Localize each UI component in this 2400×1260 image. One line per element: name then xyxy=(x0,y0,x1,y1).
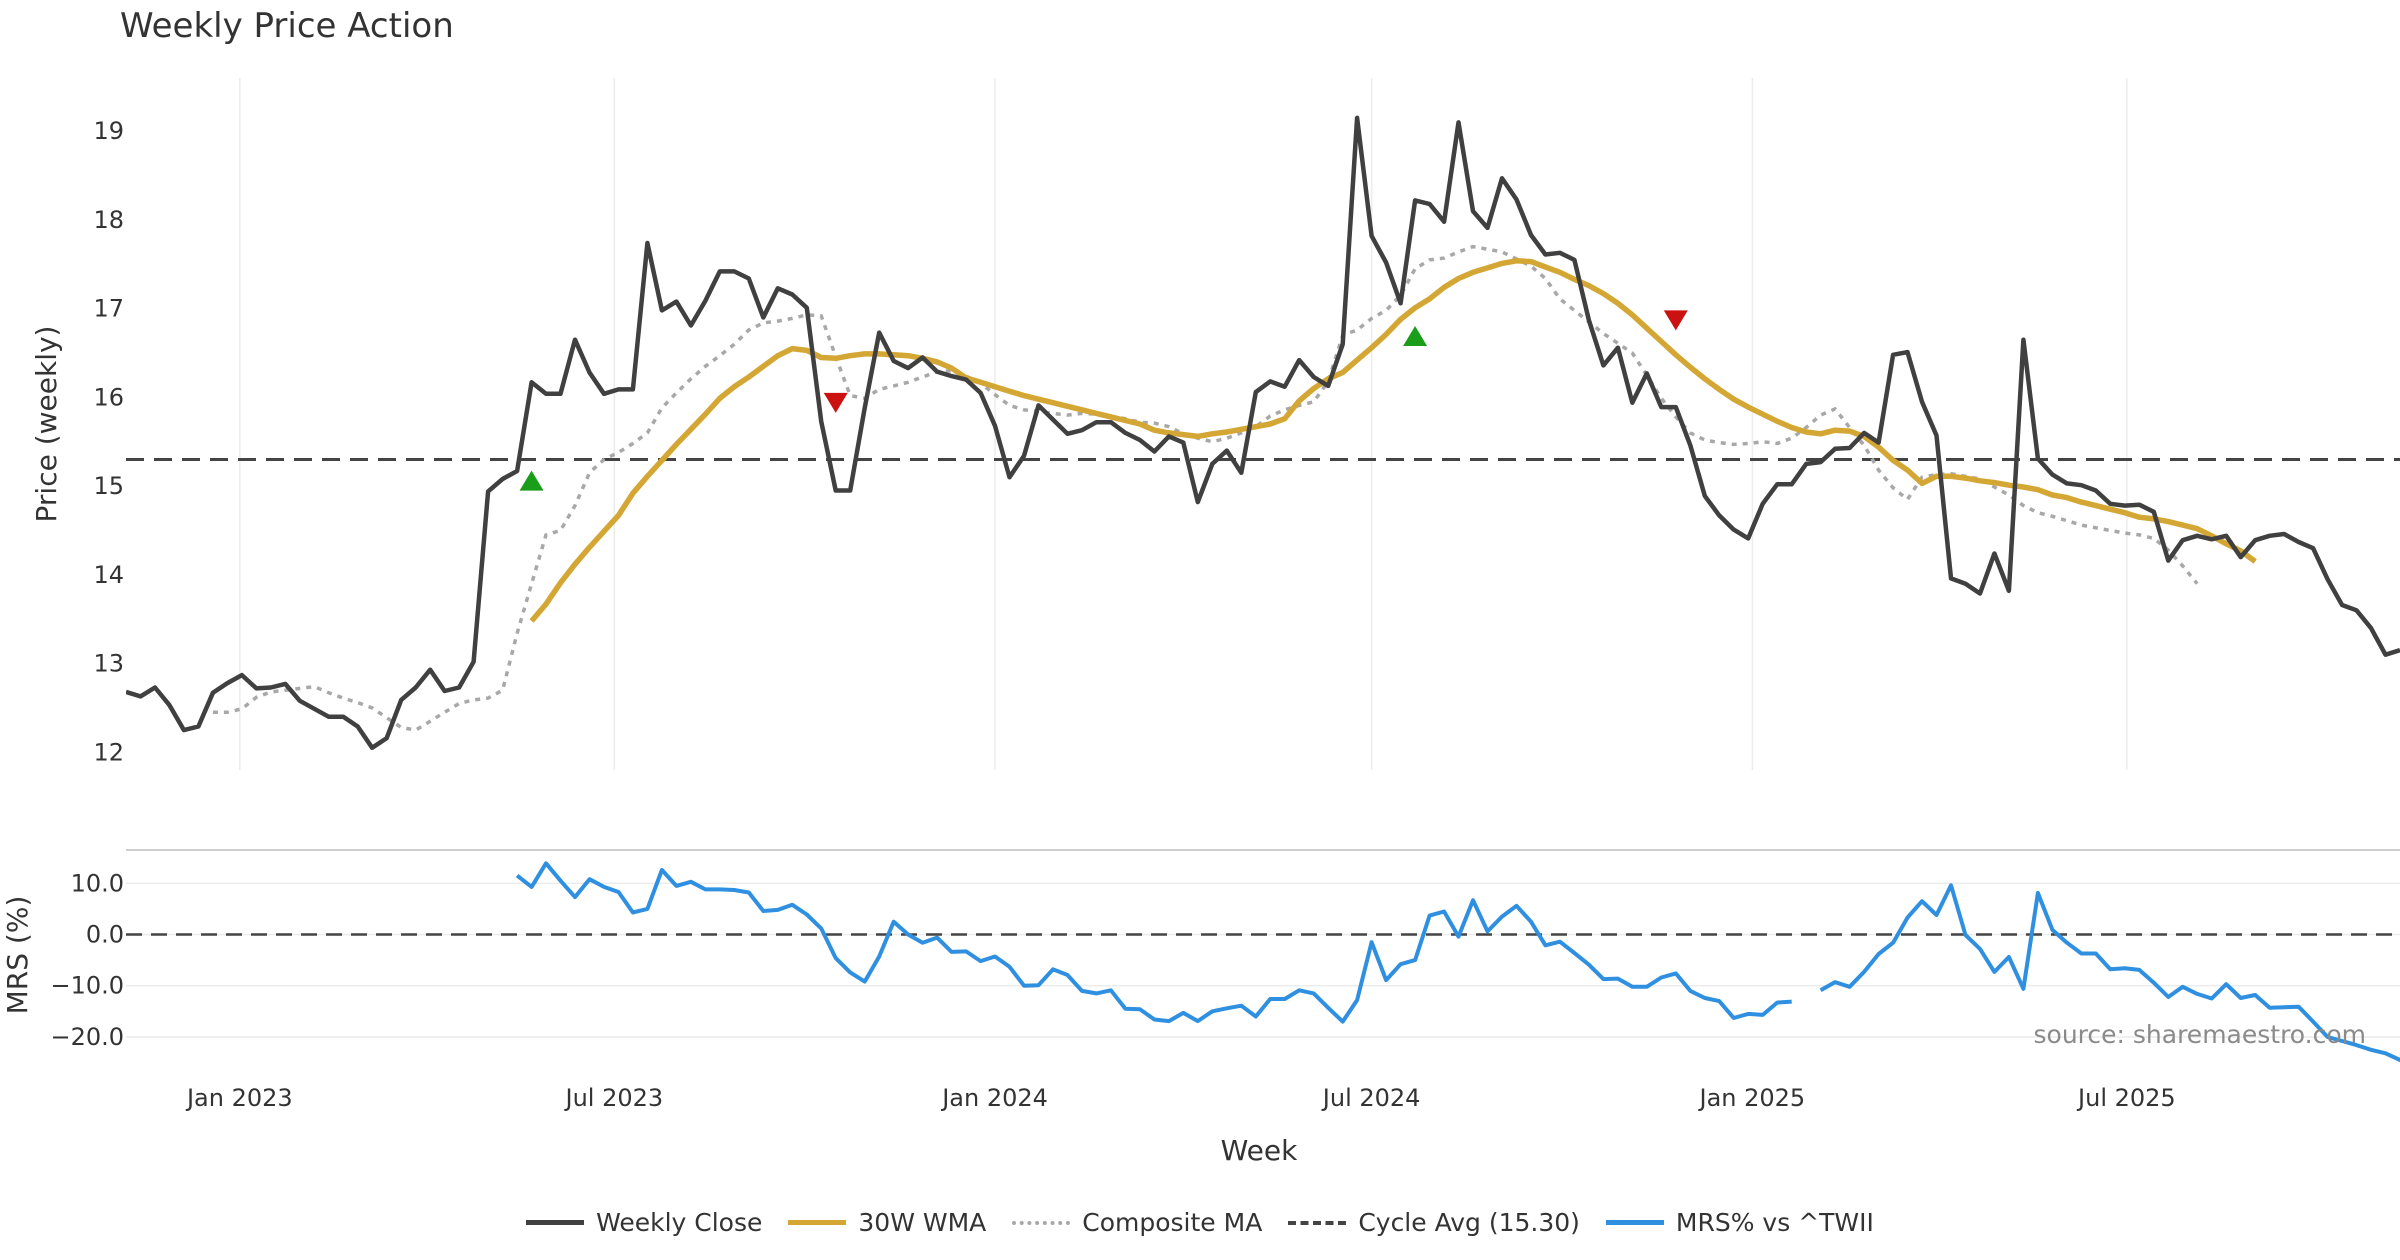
mrs-tick-label: 0.0 xyxy=(86,921,124,949)
y-tick-label: 13 xyxy=(93,650,124,678)
x-tick-label: Jul 2023 xyxy=(563,1084,663,1112)
legend-item-mrs[interactable]: MRS% vs ^TWII xyxy=(1605,1208,1874,1237)
legend-item-weekly-close[interactable]: Weekly Close xyxy=(526,1208,762,1237)
sell-signal-marker xyxy=(1663,310,1688,331)
mrs-axis-label: MRS (%) xyxy=(1,896,34,1015)
y-tick-label: 18 xyxy=(93,206,124,234)
legend-item-cycle-avg[interactable]: Cycle Avg (15.30) xyxy=(1288,1208,1580,1237)
y-tick-label: 17 xyxy=(93,295,124,323)
legend-label-mrs: MRS% vs ^TWII xyxy=(1675,1208,1874,1237)
x-axis-label: Week xyxy=(1221,1134,1298,1167)
legend-label-composite-ma: Composite MA xyxy=(1082,1208,1263,1237)
legend: Weekly Close 30W WMA Composite MA Cycle … xyxy=(0,1208,2400,1237)
source-note: source: sharemaestro.com xyxy=(2033,1020,2367,1049)
y-tick-label: 14 xyxy=(93,561,124,589)
mrs-tick-label: 10.0 xyxy=(71,869,124,897)
sell-signal-marker xyxy=(823,392,848,413)
buy-signal-marker xyxy=(519,470,544,491)
x-tick-label: Jan 2023 xyxy=(185,1084,293,1112)
legend-label-30w-wma: 30W WMA xyxy=(858,1208,987,1237)
y-tick-label: 12 xyxy=(93,738,124,766)
y-tick-label: 19 xyxy=(93,117,124,145)
legend-label-weekly-close: Weekly Close xyxy=(596,1208,763,1237)
chart-title: Weekly Price Action xyxy=(120,6,454,46)
legend-label-cycle-avg: Cycle Avg (15.30) xyxy=(1358,1208,1580,1237)
weekly-close-line xyxy=(126,115,2400,751)
legend-item-30w-wma[interactable]: 30W WMA xyxy=(788,1208,986,1237)
mrs-line xyxy=(515,861,2400,1062)
legend-swatch-cycle-avg xyxy=(1288,1220,1347,1225)
x-tick-label: Jul 2024 xyxy=(1321,1084,1421,1112)
x-tick-label: Jan 2025 xyxy=(1698,1084,1806,1112)
x-tick-label: Jul 2025 xyxy=(2076,1084,2176,1112)
mrs-tick-label: −20.0 xyxy=(50,1023,124,1051)
wma-line xyxy=(529,258,2257,623)
legend-swatch-weekly-close xyxy=(526,1220,585,1225)
composite-ma-line xyxy=(212,244,2199,732)
legend-swatch-30w-wma xyxy=(788,1220,847,1225)
y-tick-label: 16 xyxy=(93,383,124,411)
legend-item-composite-ma[interactable]: Composite MA xyxy=(1012,1208,1262,1237)
x-tick-label: Jan 2024 xyxy=(940,1084,1048,1112)
mrs-tick-label: −10.0 xyxy=(50,972,124,1000)
legend-swatch-composite-ma xyxy=(1012,1220,1071,1225)
legend-swatch-mrs xyxy=(1605,1220,1664,1225)
buy-signal-marker xyxy=(1403,326,1428,347)
y-tick-label: 15 xyxy=(93,472,124,500)
y-axis-label: Price (weekly) xyxy=(30,326,63,523)
